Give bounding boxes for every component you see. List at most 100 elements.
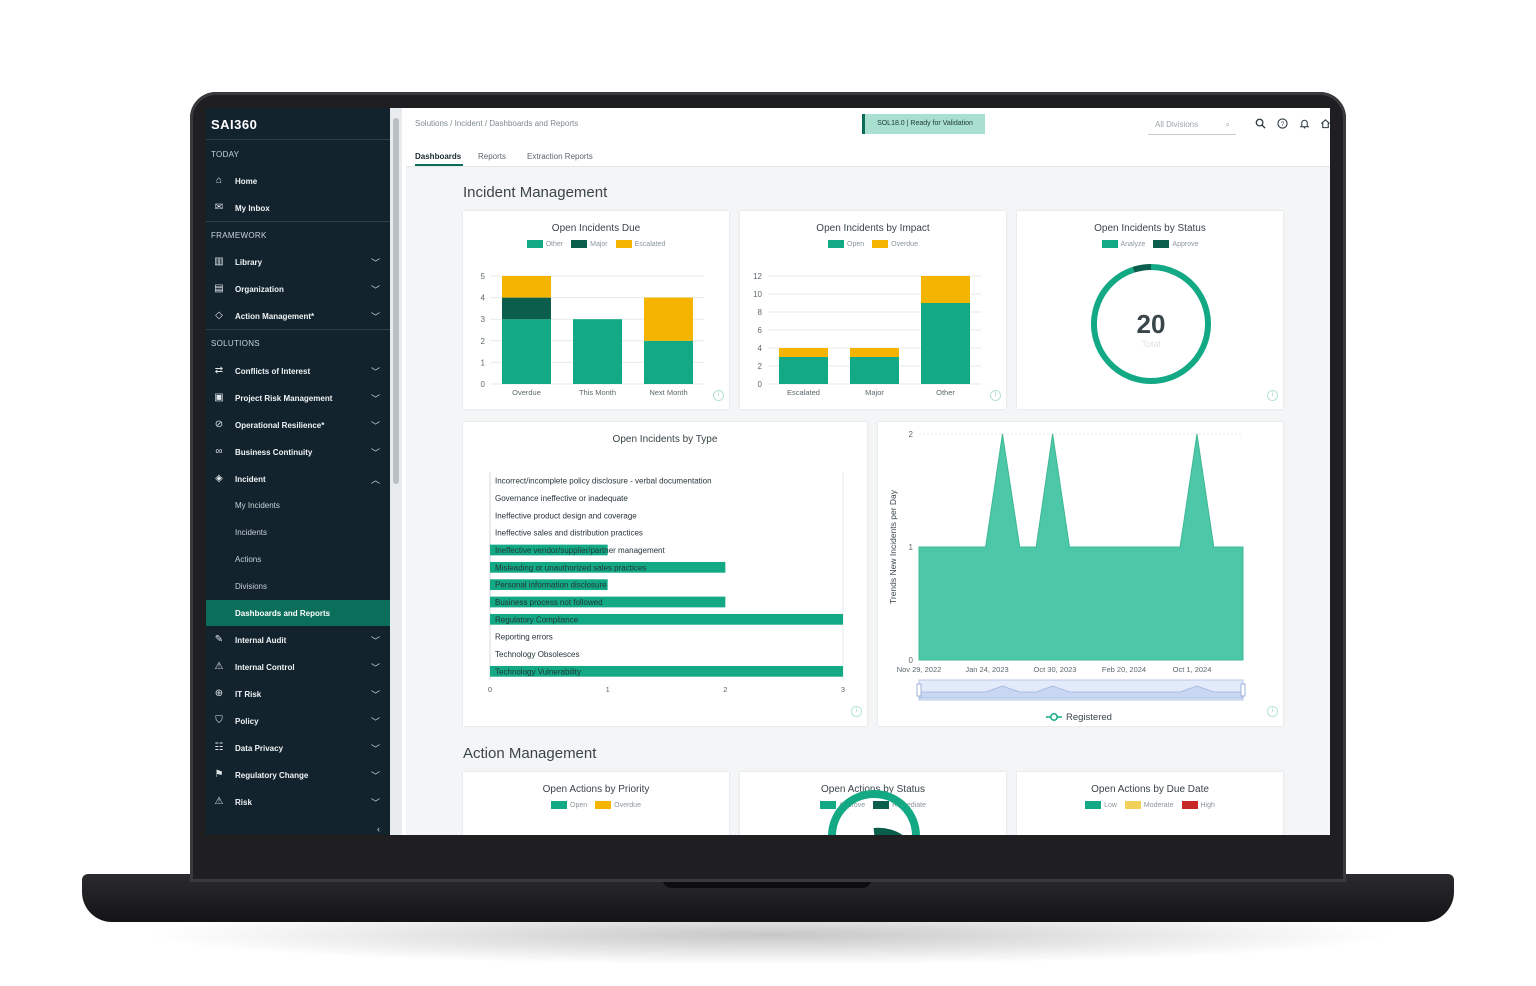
sidebar-item-organization[interactable]: ▤ Organization ﹀ — [206, 276, 390, 302]
bell-icon[interactable] — [1298, 118, 1310, 130]
legend-item[interactable]: Open — [551, 801, 587, 809]
navigator-handle-right[interactable] — [1240, 683, 1246, 697]
chevron-down-icon[interactable]: ﹀ — [370, 662, 380, 673]
chevron-down-icon[interactable]: ﹀ — [370, 366, 380, 377]
bar-segment[interactable] — [850, 357, 899, 384]
collapse-sidebar-icon[interactable]: ‹ — [377, 824, 380, 834]
info-icon[interactable]: i — [851, 706, 862, 717]
sidebar-item-conflicts-of-interest[interactable]: ⇄ Conflicts of Interest ﹀ — [206, 358, 390, 384]
legend-item[interactable]: Escalated — [615, 240, 665, 248]
bar[interactable] — [490, 579, 608, 591]
chevron-down-icon[interactable]: ﹀ — [370, 420, 380, 431]
sidebar-item-my-inbox[interactable]: ✉ My Inbox — [206, 195, 390, 221]
legend-item[interactable]: Overdue — [872, 240, 918, 248]
bar[interactable] — [490, 613, 843, 625]
sidebar-item-internal-audit[interactable]: ✎ Internal Audit ﹀ — [206, 627, 390, 653]
chevron-down-icon[interactable]: ﹀ — [370, 393, 380, 404]
category-label: Incorrect/incomplete policy disclosure -… — [495, 477, 712, 486]
bar[interactable] — [490, 596, 726, 608]
bar-segment[interactable] — [644, 340, 693, 384]
info-icon[interactable]: i — [990, 390, 1001, 401]
help-icon[interactable]: ? — [1276, 118, 1288, 130]
search-icon[interactable] — [1254, 118, 1266, 130]
breadcrumb[interactable]: Solutions / Incident / Dashboards and Re… — [415, 119, 579, 128]
bar[interactable] — [490, 561, 726, 573]
bar-segment[interactable] — [502, 319, 551, 384]
legend-marker[interactable] — [1050, 713, 1058, 721]
legend-item[interactable]: Low — [1085, 801, 1117, 809]
legend-item[interactable]: Approve — [820, 801, 865, 809]
sidebar-subitem-incidents[interactable]: Incidents — [206, 519, 390, 545]
sidebar-item-it-risk[interactable]: ⊕ IT Risk ﹀ — [206, 681, 390, 707]
legend-item[interactable]: Remediate — [873, 801, 926, 809]
scrollbar-thumb[interactable] — [393, 118, 399, 484]
chevron-down-icon[interactable]: ﹀ — [370, 311, 380, 322]
sidebar-subitem-dashboards-and-reports[interactable]: Dashboards and Reports — [206, 600, 390, 626]
bar[interactable] — [490, 544, 608, 556]
sidebar-subitem-divisions[interactable]: Divisions — [206, 573, 390, 599]
legend-item[interactable]: Open — [828, 240, 864, 248]
sidebar-subitem-my-incidents[interactable]: My Incidents — [206, 492, 390, 518]
bar-segment[interactable] — [779, 357, 828, 384]
chevron-up-icon[interactable]: ︿ — [370, 474, 380, 485]
tab-dashboards[interactable]: Dashboards — [415, 152, 462, 161]
area-series[interactable] — [918, 433, 1244, 661]
legend-item[interactable]: Other — [526, 240, 563, 248]
bar-segment[interactable] — [502, 297, 551, 320]
globe-icon: ⊕ — [214, 688, 224, 699]
pen-icon: ✎ — [214, 634, 224, 645]
chevron-down-icon[interactable]: ﹀ — [370, 447, 380, 458]
bar-segment[interactable] — [644, 297, 693, 341]
bar[interactable] — [490, 665, 843, 677]
bar-segment[interactable] — [921, 303, 970, 384]
division-search-input[interactable]: All Divisions ⌕ — [1148, 116, 1236, 135]
sidebar-item-action-management[interactable]: ◇ Action Management* ﹀ — [206, 303, 390, 329]
sidebar-item-risk[interactable]: ⚠ Risk ﹀ — [206, 789, 390, 815]
navigator-handle-left[interactable] — [916, 683, 922, 697]
bar-segment[interactable] — [921, 276, 970, 303]
sidebar-scrollbar[interactable] — [390, 108, 402, 835]
info-icon[interactable]: i — [713, 390, 724, 401]
tab-reports[interactable]: Reports — [478, 152, 507, 161]
sidebar: SAI360 TODAY FRAMEWORK SOLUTIONS ⌂ Home ✉ M… — [206, 108, 390, 835]
sidebar-item-regulatory-change[interactable]: ⚑ Regulatory Change ﹀ — [206, 762, 390, 788]
sidebar-item-policy[interactable]: ⛉ Policy ﹀ — [206, 708, 390, 734]
bar-segment[interactable] — [850, 348, 899, 357]
chevron-down-icon[interactable]: ﹀ — [370, 797, 380, 808]
info-icon[interactable]: i — [1267, 390, 1278, 401]
chevron-down-icon[interactable]: ﹀ — [370, 743, 380, 754]
bar-segment[interactable] — [502, 276, 551, 298]
info-icon[interactable]: i — [1267, 706, 1278, 717]
donut-slice[interactable] — [1132, 264, 1152, 273]
section-title-action-management: Action Management — [463, 745, 597, 762]
sidebar-item-project-risk-management[interactable]: ▣ Project Risk Management ﹀ — [206, 385, 390, 411]
bar-segment[interactable] — [573, 319, 622, 384]
tab-extraction-reports[interactable]: Extraction Reports — [527, 152, 593, 161]
chevron-down-icon[interactable]: ﹀ — [370, 716, 380, 727]
sidebar-item-data-privacy[interactable]: ☷ Data Privacy ﹀ — [206, 735, 390, 761]
sidebar-item-internal-control[interactable]: ⚠ Internal Control ﹀ — [206, 654, 390, 680]
legend-item[interactable]: Approve — [1153, 240, 1198, 248]
legend-swatch — [1101, 240, 1118, 248]
chevron-down-icon[interactable]: ﹀ — [370, 257, 380, 268]
legend-item[interactable]: Analyze — [1101, 240, 1145, 248]
bar-segment[interactable] — [779, 348, 828, 357]
chevron-down-icon[interactable]: ﹀ — [370, 635, 380, 646]
sidebar-item-incident[interactable]: ◈ Incident ︿ — [206, 466, 390, 492]
sidebar-item-label: Project Risk Management — [235, 393, 333, 403]
legend-item[interactable]: Moderate — [1124, 801, 1174, 809]
chevron-down-icon[interactable]: ﹀ — [370, 284, 380, 295]
sidebar-item-operational-resilience[interactable]: ⊘ Operational Resilience* ﹀ — [206, 412, 390, 438]
home-icon[interactable] — [1319, 118, 1330, 130]
app-logo[interactable]: SAI360 — [211, 117, 258, 132]
donut-slice[interactable] — [1091, 264, 1211, 384]
legend-item[interactable]: Overdue — [595, 801, 641, 809]
legend-item[interactable]: Major — [571, 240, 608, 248]
chevron-down-icon[interactable]: ﹀ — [370, 689, 380, 700]
sidebar-item-business-continuity[interactable]: ∞ Business Continuity ﹀ — [206, 439, 390, 465]
chevron-down-icon[interactable]: ﹀ — [370, 770, 380, 781]
legend-item[interactable]: High — [1181, 801, 1215, 809]
sidebar-item-home[interactable]: ⌂ Home — [206, 168, 390, 194]
sidebar-subitem-actions[interactable]: Actions — [206, 546, 390, 572]
sidebar-item-library[interactable]: ▥ Library ﹀ — [206, 249, 390, 275]
